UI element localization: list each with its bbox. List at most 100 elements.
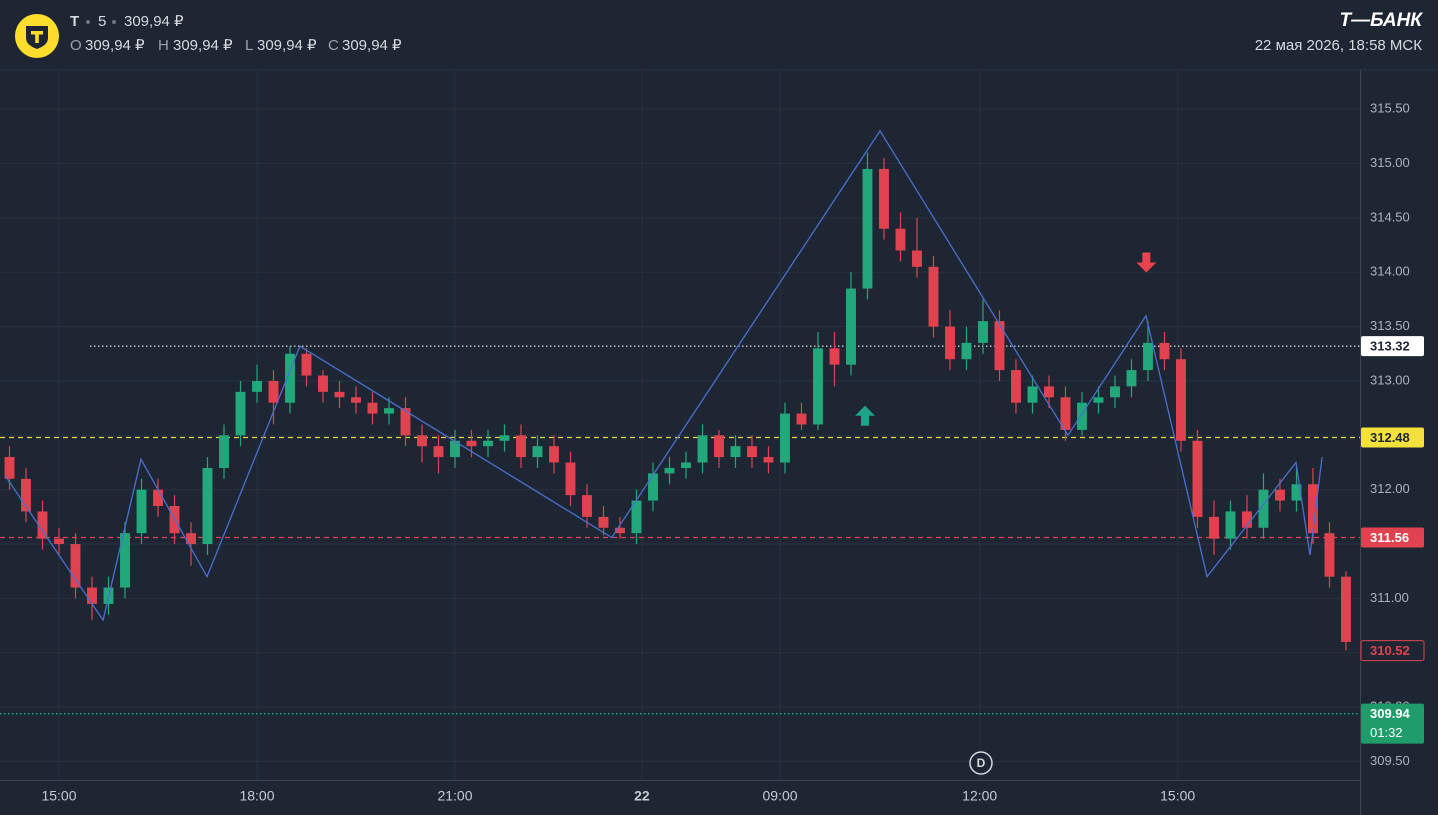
candle-body (961, 342, 972, 360)
candle-body (1159, 342, 1170, 360)
x-tick-label: 18:00 (239, 788, 274, 804)
candle-body (87, 587, 97, 604)
candle-body (1275, 489, 1285, 501)
candle-body (433, 446, 444, 458)
candle-body (1291, 484, 1302, 501)
price-box-label: 312.48 (1370, 430, 1410, 445)
candle-body (466, 440, 477, 447)
candle-body (516, 435, 526, 458)
candle-body (450, 440, 460, 458)
separator (86, 20, 90, 24)
candle-body (367, 402, 378, 414)
candle-body (153, 489, 163, 507)
candle-body (1324, 533, 1335, 577)
candle-body (1126, 370, 1137, 387)
separator (112, 20, 116, 24)
candle-body (1209, 516, 1219, 539)
y-tick-label: 314.50 (1370, 209, 1410, 224)
candle-body (417, 435, 427, 447)
x-tick-label: 15:00 (41, 788, 76, 804)
candle-body (549, 446, 559, 463)
candle-body (186, 533, 196, 545)
candle-body (1242, 511, 1252, 528)
datetime: 22 мая 2026, 18:58 МСК (1255, 37, 1423, 54)
price-box (1361, 427, 1424, 448)
interval: 5 (98, 13, 106, 30)
candle-body (334, 391, 345, 398)
candle-body (1308, 484, 1318, 534)
ohlc-row: O 309,94 ₽ H 309,94 ₽ L 309,94 ₽ C 309,94 ₽ (70, 37, 402, 54)
candle-body (912, 250, 922, 267)
candle-body (21, 478, 31, 512)
candle-body (1192, 440, 1203, 517)
x-tick-label: 21:00 (437, 788, 472, 804)
candle-body (351, 397, 361, 403)
candle-body (747, 446, 757, 458)
candle-body (681, 462, 691, 468)
candle-body (714, 435, 724, 458)
candle-body (978, 321, 988, 343)
candle-body (697, 435, 708, 463)
candle-body (235, 391, 246, 436)
event-badge (969, 751, 993, 775)
brand: Т—БАНК (1340, 10, 1424, 31)
candle-body (120, 533, 130, 588)
x-tick-label: 09:00 (763, 788, 798, 804)
candle-body (318, 375, 328, 392)
price-box-label: 313.32 (1370, 339, 1410, 354)
candle-body (1044, 386, 1054, 398)
candle-body (1060, 397, 1071, 430)
candle-body (994, 321, 1005, 371)
y-tick-label: 313.00 (1370, 372, 1410, 387)
candle-body (780, 413, 790, 463)
signal-arrow (855, 405, 876, 426)
ohlc-value: 309,94 ₽ (257, 37, 317, 54)
price-box-label: 311.56 (1370, 530, 1409, 545)
candle-body (1093, 397, 1104, 403)
y-tick-label: 314.00 (1370, 264, 1410, 279)
candle-body (532, 446, 543, 458)
candle-body (813, 348, 823, 425)
candle-body (763, 457, 774, 463)
y-tick-label: 315.50 (1370, 101, 1410, 116)
price-box-label: 310.52 (1370, 643, 1410, 658)
ohlc-label: L (245, 37, 253, 54)
price-box (1361, 527, 1424, 548)
candle-body (1110, 386, 1120, 398)
candle-body (37, 511, 48, 539)
candle-body (664, 467, 675, 474)
y-tick-label: 312.00 (1370, 481, 1410, 496)
ticker: T (70, 13, 79, 30)
x-tick-label: 12:00 (962, 788, 997, 804)
candle-body (846, 288, 856, 365)
candle-body (895, 228, 906, 251)
ohlc-label: C (328, 37, 339, 54)
candle-body (54, 538, 64, 545)
x-tick-label: 15:00 (1160, 788, 1195, 804)
candle-body (136, 489, 147, 534)
ohlc-value: 309,94 ₽ (342, 37, 402, 54)
candle-body (862, 168, 873, 289)
y-tick-label: 309.50 (1370, 753, 1410, 768)
candle-body (1176, 359, 1186, 441)
candle-body (598, 516, 609, 528)
candle-body (648, 473, 658, 501)
zigzag-line (4, 129, 1323, 622)
candle-body (1027, 386, 1038, 403)
candle-body (1225, 511, 1236, 539)
price-box (1361, 703, 1424, 744)
y-tick-label: 315.00 (1370, 155, 1410, 170)
candle-body (1011, 370, 1021, 403)
candle-body (796, 413, 807, 425)
last-price: 309,94 ₽ (124, 13, 184, 30)
candle-body (565, 462, 576, 496)
candle-body (582, 495, 592, 517)
candle-body (219, 435, 229, 468)
candle-body (928, 266, 939, 327)
candle-body (252, 380, 262, 392)
ohlc-value: 309,94 ₽ (173, 37, 233, 54)
candle-body (1258, 489, 1269, 528)
ohlc-label: H (158, 37, 169, 54)
